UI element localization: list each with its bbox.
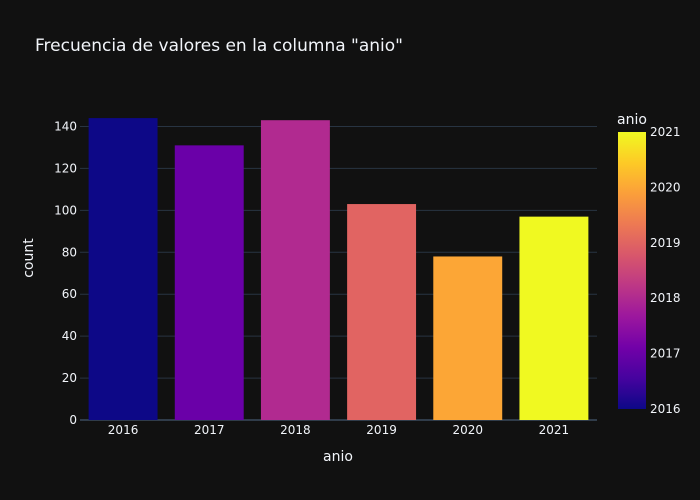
colorbar-tick-label: 2018 [650,291,681,305]
y-tick-label: 0 [69,413,77,427]
y-tick-label: 120 [54,161,77,175]
x-tick-label: 2018 [280,423,311,437]
x-axis-ticks: 2016 2017 2018 2019 2020 2021 [108,423,569,437]
x-tick-label: 2020 [452,423,483,437]
y-tick-label: 60 [62,287,77,301]
colorbar: anio 2016 2017 2018 2019 2020 2021 [617,112,681,416]
x-tick-label: 2016 [108,423,139,437]
y-tick-label: 40 [62,329,77,343]
bar [260,120,330,420]
y-tick-label: 20 [62,371,77,385]
y-tick-label: 100 [54,203,77,217]
colorbar-tick-label: 2021 [650,125,681,139]
colorbar-tick-label: 2020 [650,180,681,194]
y-axis-label: count [21,238,37,278]
x-tick-label: 2021 [539,423,570,437]
grid-lines [80,125,597,421]
bar [174,145,244,420]
bar [88,118,158,420]
colorbar-scale [618,132,646,409]
bar [433,256,503,420]
y-tick-label: 80 [62,245,77,259]
y-tick-label: 140 [54,119,77,133]
y-axis-ticks: 0 20 40 60 80 100 120 140 [54,119,77,427]
x-tick-label: 2019 [366,423,397,437]
colorbar-title: anio [617,112,647,128]
bar [519,216,589,420]
bar [347,204,417,420]
bars [88,118,589,420]
x-tick-label: 2017 [194,423,225,437]
colorbar-tick-label: 2017 [650,347,681,361]
x-axis-label: anio [323,449,353,465]
chart-title: Frecuencia de valores en la columna "ani… [35,36,403,56]
colorbar-tick-label: 2019 [650,236,681,250]
colorbar-ticks: 2016 2017 2018 2019 2020 2021 [650,125,681,416]
colorbar-tick-label: 2016 [650,402,681,416]
